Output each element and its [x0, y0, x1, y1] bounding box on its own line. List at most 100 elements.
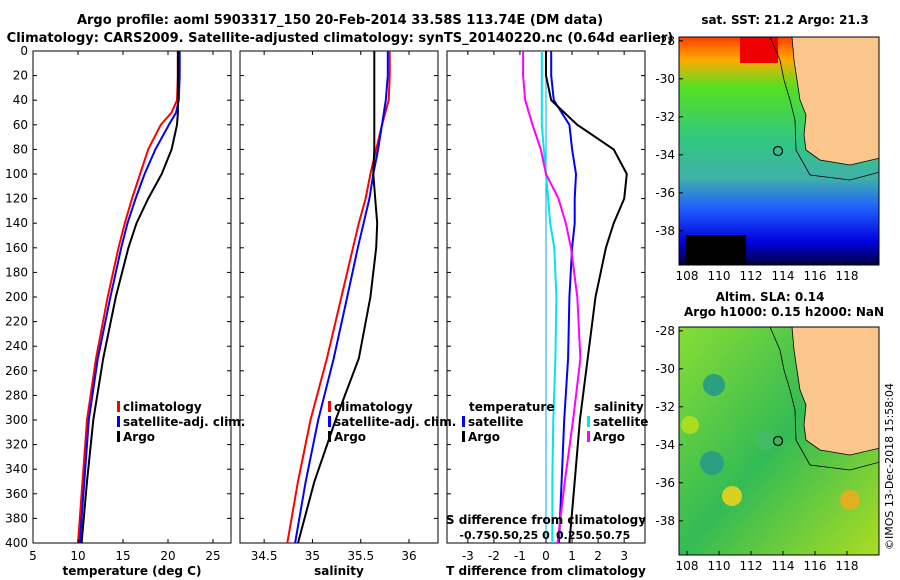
- legend-label-s-argo: Argo: [593, 430, 625, 444]
- salinity-xlabel: salinity: [314, 564, 364, 578]
- temperature-lines: [77, 51, 181, 544]
- sla-argo-marker: [772, 435, 784, 447]
- salinity-lines: [286, 51, 391, 544]
- sst-cold-patch: [686, 235, 746, 265]
- depth-tick-label: 240: [5, 339, 28, 353]
- map-y-tick-label: -32: [655, 110, 675, 124]
- map-y-tick-label: -38: [655, 224, 675, 238]
- sla-eddy: [700, 451, 724, 475]
- sst-map-title: sat. SST: 21.2 Argo: 21.3: [701, 13, 868, 27]
- sst-map-frame: [678, 36, 880, 266]
- legend-label-s-satellite: satellite: [593, 415, 648, 429]
- imos-watermark: ©IMOS 13-Dec-2018 15:58:04: [883, 383, 896, 550]
- temperature-panel-frame: [32, 50, 232, 544]
- sla-map: [679, 327, 879, 555]
- legend-label-argo: Argo: [123, 430, 155, 444]
- x-tick-label: 15: [115, 549, 130, 563]
- x-tick-label: 10: [70, 549, 85, 563]
- x-tick-label: 5: [29, 549, 37, 563]
- depth-tick-label: 200: [5, 290, 28, 304]
- sst-argo-marker: [772, 145, 784, 157]
- sla-eddy: [681, 416, 699, 434]
- series-line-s-satellite: [540, 51, 558, 543]
- series-line-satellite: [78, 51, 181, 544]
- map-x-tick-label: 118: [836, 269, 859, 283]
- salinity-panel-frame: [239, 50, 439, 544]
- temperature-legend: climatology satellite-adj. clim. Argo: [117, 400, 245, 444]
- sst-map: [679, 37, 879, 265]
- s-tick-label: -0.75: [459, 529, 491, 542]
- map-x-tick-label: 116: [804, 559, 827, 573]
- x-tick-label: 2: [594, 549, 602, 563]
- header-line2: Climatology: CARS2009. Satellite-adjuste…: [7, 31, 674, 46]
- x-tick-label: 0: [542, 549, 550, 563]
- depth-tick-label: 120: [5, 192, 28, 206]
- legend-swatch-s-argo: [587, 431, 590, 442]
- map-y-tick-label: -36: [655, 186, 675, 200]
- sla-isobath: [769, 327, 879, 471]
- legend-title-salinity: salinity: [594, 400, 644, 414]
- legend-swatch-climatology: [117, 401, 120, 412]
- s-tick-label: 0: [542, 529, 550, 542]
- map-x-tick-label: 112: [740, 269, 763, 283]
- depth-tick-label: 40: [13, 93, 28, 107]
- legend-label-t-satellite: satellite: [468, 415, 523, 429]
- legend-label-satellite: satellite-adj. clim.: [123, 415, 245, 429]
- sla-eddy: [703, 374, 725, 396]
- x-tick-label: 35.5: [347, 549, 374, 563]
- x-tick-label: 36: [401, 549, 416, 563]
- x-tick-label: 20: [160, 549, 175, 563]
- sst-land: [776, 37, 879, 166]
- sst-axis: 108 110 112 114 116 118 -28 -30 -32 -34 -36 -38: [655, 34, 858, 283]
- legend-label-climatology: climatology: [123, 400, 202, 414]
- depth-tick-label: 100: [5, 167, 28, 181]
- map-x-tick-label: 118: [836, 559, 859, 573]
- map-y-tick-label: -36: [655, 476, 675, 490]
- map-x-tick-label: 114: [772, 559, 795, 573]
- sla-map-frame: [678, 326, 880, 556]
- depth-axis: 0 20 40 60 80 100 120 140 160 180 200 220 240 260 280 3…: [5, 44, 645, 550]
- s-tick-label: 0.75: [603, 529, 630, 542]
- x-tick-label: -1: [514, 549, 526, 563]
- s-difference-ticks: -0.75-0.5-0.25 0 0.25 0.5 0.75: [459, 529, 630, 542]
- x-axes: 5 10 15 20 25 34.5 35 35.5 36 -3 -2 -1 0 1 2 3: [29, 51, 628, 563]
- legend-swatch-argo: [117, 431, 120, 442]
- map-y-tick-label: -38: [655, 514, 675, 528]
- depth-tick-label: 140: [5, 216, 28, 230]
- s-tick-label: -0.5: [487, 529, 511, 542]
- legend-label-satellite: satellite-adj. clim.: [334, 415, 456, 429]
- legend-label-climatology: climatology: [334, 400, 413, 414]
- legend-label-t-argo: Argo: [468, 430, 500, 444]
- series-line-climatology: [286, 51, 391, 544]
- difference-lines: [522, 51, 628, 544]
- x-tick-label: -3: [462, 549, 474, 563]
- depth-tick-label: 400: [5, 536, 28, 550]
- map-x-tick-label: 116: [804, 269, 827, 283]
- depth-tick-label: 380: [5, 511, 28, 525]
- depth-tick-label: 60: [13, 118, 28, 132]
- sst-warm-patch: [740, 37, 778, 63]
- depth-tick-label: 340: [5, 462, 28, 476]
- s-difference-axis-label: S difference from climatology: [446, 513, 646, 527]
- depth-tick-label: 300: [5, 413, 28, 427]
- depth-tick-label: 160: [5, 241, 28, 255]
- depth-tick-label: 280: [5, 388, 28, 402]
- header-line1: Argo profile: aoml 5903317_150 20-Feb-20…: [77, 13, 603, 28]
- map-y-tick-label: -30: [655, 362, 675, 376]
- x-tick-label: 34.5: [251, 549, 278, 563]
- map-y-tick-label: -30: [655, 72, 675, 86]
- map-x-tick-label: 110: [708, 559, 731, 573]
- series-line-argo: [80, 51, 179, 544]
- x-tick-label: 25: [205, 549, 220, 563]
- map-y-tick-label: -28: [655, 324, 675, 338]
- x-tick-label: 1: [568, 549, 576, 563]
- series-line-t-satellite: [550, 51, 578, 544]
- sla-land: [776, 327, 879, 456]
- series-line-satellite: [294, 51, 389, 544]
- depth-tick-label: 320: [5, 438, 28, 452]
- map-x-tick-label: 110: [708, 269, 731, 283]
- map-x-tick-label: 108: [676, 559, 699, 573]
- difference-legend: temperature satellite Argo salinity sate…: [462, 400, 648, 444]
- difference-xlabel: T difference from climatology: [446, 564, 646, 578]
- map-y-tick-label: -28: [655, 34, 675, 48]
